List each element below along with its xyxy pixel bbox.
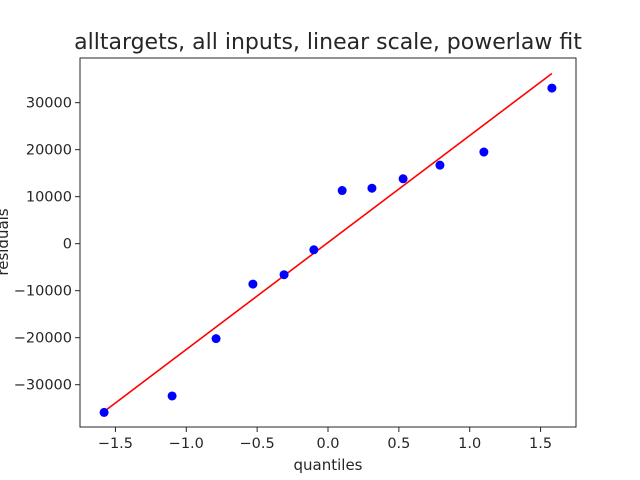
x-tick-label: 0.5 (387, 436, 410, 452)
x-tick-label: 1.0 (458, 436, 481, 452)
points-layer (99, 83, 557, 417)
fit-line (103, 72, 553, 413)
scatter-point (211, 334, 221, 344)
chart-title: alltargets, all inputs, linear scale, po… (74, 30, 582, 55)
scatter-point (547, 83, 557, 93)
y-axis-label: residuals (0, 208, 12, 275)
scatter-point (309, 245, 319, 255)
scatter-point (435, 160, 445, 170)
scatter-point (248, 279, 258, 289)
x-tick-label: 1.5 (529, 436, 552, 452)
x-axis-label: quantiles (294, 456, 363, 474)
scatter-point (99, 407, 109, 417)
x-tick-label: −1.5 (98, 436, 133, 452)
scatter-point (279, 270, 289, 280)
scatter-point (398, 174, 408, 184)
y-tick-label: −10000 (14, 284, 72, 300)
y-tick-label: 20000 (26, 143, 72, 159)
x-tick-label: 0.0 (316, 436, 339, 452)
scatter-point (367, 183, 377, 193)
y-tick-label: −30000 (14, 378, 72, 394)
scatter-point (167, 391, 177, 401)
y-axis: −30000 −20000 −10000 0 10000 20000 30000 (14, 96, 80, 394)
fit-line-layer (103, 72, 553, 413)
y-tick-label: 0 (63, 237, 72, 253)
x-tick-label: −1.0 (169, 436, 204, 452)
y-tick-label: 30000 (26, 96, 72, 112)
y-tick-label: 10000 (26, 190, 72, 206)
x-tick-label: −0.5 (240, 436, 275, 452)
x-axis: −1.5 −1.0 −0.5 0.0 0.5 1.0 1.5 (98, 427, 552, 452)
scatter-point (479, 147, 489, 157)
scatter-point (337, 186, 347, 196)
y-tick-label: −20000 (14, 331, 72, 347)
